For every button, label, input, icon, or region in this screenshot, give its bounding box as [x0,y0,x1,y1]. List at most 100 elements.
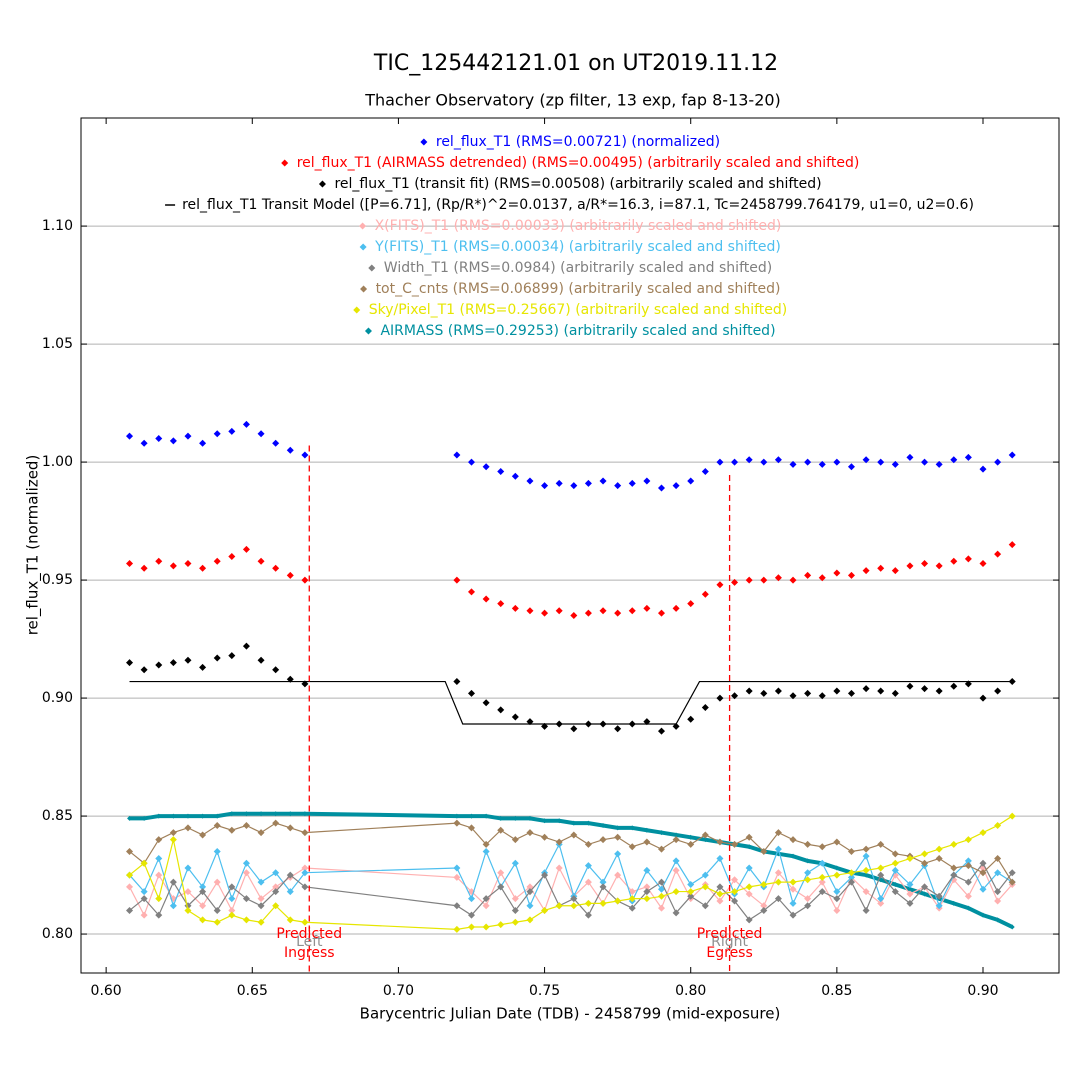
data-point [184,906,192,914]
data-point [935,687,943,695]
data-point [731,578,739,586]
data-point [921,685,929,693]
data-point [906,562,914,570]
legend-key [364,327,372,335]
data-point [833,569,841,577]
data-point [995,917,1001,923]
series-line [129,680,1013,725]
data-point [242,895,250,903]
data-point [891,689,899,697]
data-point [877,899,885,907]
data-point [818,888,826,896]
data-point [599,883,607,891]
data-point [891,567,899,575]
data-point [789,911,797,919]
data-point [964,862,972,870]
data-point [687,600,695,608]
data-point [833,838,841,846]
legend-item: AIRMASS (RMS=0.29253) (arbitrarily scale… [364,323,776,339]
data-point [701,468,709,476]
data-point [126,906,134,914]
data-point [745,833,753,841]
data-point [731,458,739,466]
data-point [935,902,943,910]
data-point [199,564,207,572]
data-point [228,883,236,891]
data-point [184,432,192,440]
data-point [228,552,236,560]
data-point [789,878,797,886]
data-point [555,479,563,487]
data-point [789,692,797,700]
data-point [599,720,607,728]
marker-label: Predicted [276,926,342,942]
data-point [672,836,680,844]
data-point [877,564,885,572]
data-point [140,911,148,919]
data-point [301,829,309,837]
legend-key [368,264,376,272]
data-point [774,574,782,582]
data-point [600,823,606,829]
data-point [950,456,958,464]
data-point [774,845,782,853]
data-point [760,902,768,910]
data-point [789,460,797,468]
data-point [599,607,607,615]
data-point [242,869,250,877]
data-point [994,855,1002,863]
data-point [672,722,680,730]
data-point [526,888,534,896]
series-line [129,842,1013,908]
data-point [301,680,309,688]
data-point [213,822,221,830]
data-point [482,463,490,471]
data-point [286,571,294,579]
data-point [1008,451,1016,459]
chart-subtitle: Thacher Observatory (zp filter, 13 exp, … [364,91,781,110]
legend-item: rel_flux_T1 Transit Model ([P=6.71], (Rp… [165,197,974,213]
data-point [921,458,929,466]
data-point [805,858,811,864]
data-point [570,831,578,839]
data-point [585,820,591,826]
data-point [862,866,870,874]
data-point [286,675,294,683]
legend-label: rel_flux_T1 (RMS=0.00721) (normalized) [436,134,720,150]
data-point [242,859,250,867]
data-point [242,420,250,428]
data-point [453,925,461,933]
series-line [129,862,1013,921]
data-point [286,446,294,454]
data-point [921,560,929,568]
y-tick-label: 1.10 [42,218,73,234]
data-point [964,680,972,688]
x-tick-label: 0.85 [821,983,852,999]
data-point [964,892,972,900]
data-point [542,818,548,824]
data-point [228,895,236,903]
data-point [643,895,651,903]
data-point [286,916,294,924]
data-point [790,853,796,859]
data-point [599,836,607,844]
data-point [140,564,148,572]
data-point [497,883,505,891]
data-point [199,439,207,447]
x-tick-label: 0.60 [91,983,122,999]
data-point [584,878,592,886]
data-point [301,451,309,459]
data-point [498,815,504,821]
x-tick-label: 0.90 [967,983,998,999]
data-point [599,899,607,907]
data-point [242,916,250,924]
data-point [482,902,490,910]
data-point [483,813,489,819]
data-point [526,916,534,924]
data-point [257,557,265,565]
data-point [818,574,826,582]
data-point [628,720,636,728]
data-point [287,811,293,817]
data-point [599,477,607,485]
data-point [877,871,885,879]
